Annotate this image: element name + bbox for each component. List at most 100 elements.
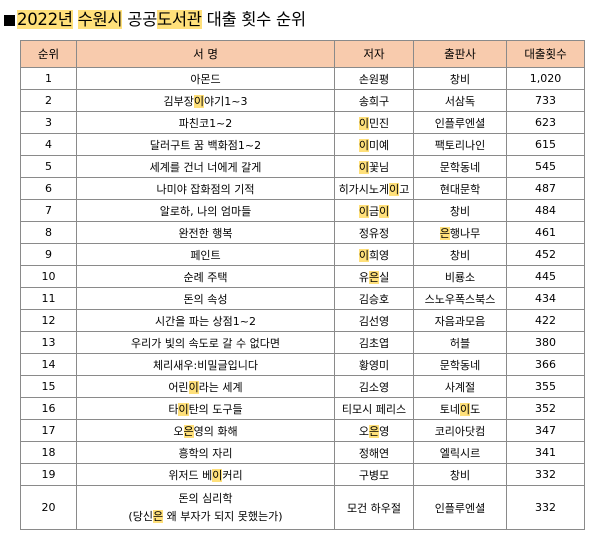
text-segment: 이 — [193, 94, 205, 108]
text-segment: 유 — [358, 270, 369, 284]
text-segment: 손원평 — [358, 72, 390, 86]
cell-rank: 15 — [20, 375, 77, 398]
header-loan-count: 대출횟수 — [506, 40, 585, 68]
cell-rank: 9 — [20, 243, 77, 266]
cell-publisher: 허블 — [413, 331, 507, 354]
text-segment: 우리가 빛의 속도로 갈 수 없다면 — [130, 336, 281, 350]
cell-loan-count: 461 — [506, 221, 585, 244]
cell-publisher: 자음과모음 — [413, 309, 507, 332]
text-segment: 행나무 — [449, 226, 481, 240]
cell-book-title: 우리가 빛의 속도로 갈 수 없다면 — [76, 331, 335, 354]
cell-book-title: 흥학의 자리 — [76, 441, 335, 464]
text-segment: 라는 세계 — [198, 380, 243, 394]
cell-loan-count: 623 — [506, 111, 585, 134]
text-segment: 달러구트 꿈 백화점1~2 — [149, 138, 262, 152]
page-title: 2022년 수원시 공공도서관 대출 횟수 순위 — [4, 7, 306, 33]
text-segment: 도 — [470, 402, 481, 416]
cell-publisher: 창비 — [413, 199, 507, 222]
text-segment: 김초엽 — [358, 336, 390, 350]
cell-author: 구병모 — [334, 463, 414, 486]
cell-loan-count: 615 — [506, 133, 585, 156]
text-segment: 인플루엔셜 — [434, 116, 486, 130]
cell-book-title: 알로하, 나의 엄마들 — [76, 199, 335, 222]
cell-author: 모건 하우절 — [334, 485, 414, 530]
cell-publisher: 창비 — [413, 463, 507, 486]
cell-rank: 1 — [20, 67, 77, 90]
cell-loan-count: 434 — [506, 287, 585, 310]
text-segment: 흥학의 자리 — [178, 446, 233, 460]
cell-author: 김승호 — [334, 287, 414, 310]
text-segment: 김소영 — [358, 380, 390, 394]
text-segment: 은 — [183, 424, 194, 438]
text-segment: 나미야 잡화점의 기적 — [156, 182, 255, 196]
cell-rank: 12 — [20, 309, 77, 332]
table-row: 2 김부장이야기1~3 송희구 서삼독 733 — [20, 89, 585, 112]
cell-publisher: 스노우폭스북스 — [413, 287, 507, 310]
text-segment: 페인트 — [190, 248, 221, 262]
text-segment: 은 — [368, 270, 380, 284]
cell-loan-count: 445 — [506, 265, 585, 288]
cell-rank: 18 — [20, 441, 77, 464]
cell-rank: 19 — [20, 463, 77, 486]
header-publisher: 출판사 — [413, 40, 507, 68]
table-row: 14 체리새우:비밀글입니다 황영미 문학동네 366 — [20, 353, 585, 376]
table-row: 3 파친코1~2 이민진 인플루엔셜 623 — [20, 111, 585, 134]
text-segment: 이 — [178, 402, 189, 416]
text-segment: 김승호 — [358, 292, 390, 306]
header-author: 저자 — [334, 40, 414, 68]
text-segment: 은 — [368, 424, 380, 438]
cell-loan-count: 487 — [506, 177, 585, 200]
cell-loan-count: 380 — [506, 331, 585, 354]
cell-author: 이미예 — [334, 133, 414, 156]
text-segment: 완전한 행복 — [178, 226, 233, 240]
cell-author: 유은실 — [334, 265, 414, 288]
cell-book-title: 아몬드 — [76, 67, 335, 90]
table-row: 7 알로하, 나의 엄마들 이금이 창비 484 — [20, 199, 585, 222]
header-rank: 순위 — [20, 40, 77, 68]
title-rest: 대출 횟수 순위 — [206, 10, 306, 29]
table-row: 12 시간을 파는 상점1~2 김선영 자음과모음 422 — [20, 309, 585, 332]
title-year: 2022년 — [17, 10, 73, 29]
text-segment: 비룡소 — [444, 270, 476, 284]
text-segment: 파친코1~2 — [178, 116, 233, 130]
cell-book-title: 돈의 심리학 (당신은 왜 부자가 되지 못했는가) — [76, 485, 335, 530]
text-segment: 구병모 — [358, 468, 390, 482]
cell-author: 이희영 — [334, 243, 414, 266]
table-row: 19 위저드 베이커리 구병모 창비 332 — [20, 463, 585, 486]
book-title-line2: (당신은 왜 부자가 되지 못했는가) — [78, 508, 334, 526]
text-segment: (당신 — [128, 509, 153, 523]
cell-publisher: 문학동네 — [413, 155, 507, 178]
text-segment: 커리 — [222, 468, 243, 482]
square-bullet-icon — [4, 15, 15, 26]
cell-author: 손원평 — [334, 67, 414, 90]
text-segment: 현대문학 — [439, 182, 481, 196]
text-segment: 스노우폭스북스 — [424, 292, 496, 306]
cell-book-title: 달러구트 꿈 백화점1~2 — [76, 133, 335, 156]
text-segment: 아몬드 — [190, 72, 221, 86]
text-segment: 꽃님 — [368, 160, 390, 174]
text-segment: 문학동네 — [439, 160, 481, 174]
table-body: 1 아몬드 손원평 창비 1,020 2 김부장이야기1~3 송희구 서삼독 733 3 파친코1~2… — [20, 67, 585, 530]
text-segment: 은 — [152, 509, 164, 523]
cell-rank: 14 — [20, 353, 77, 376]
cell-book-title: 김부장이야기1~3 — [76, 89, 335, 112]
cell-author: 이금이 — [334, 199, 414, 222]
cell-publisher: 인플루엔셜 — [413, 111, 507, 134]
cell-publisher: 은행나무 — [413, 221, 507, 244]
cell-rank: 13 — [20, 331, 77, 354]
cell-loan-count: 366 — [506, 353, 585, 376]
header-title: 서 명 — [76, 40, 335, 68]
cell-book-title: 오은영의 화해 — [76, 419, 335, 442]
book-title-line1: 돈의 심리학 — [178, 491, 233, 505]
text-segment: 이 — [212, 468, 223, 482]
cell-rank: 8 — [20, 221, 77, 244]
table-row: 11 돈의 속성 김승호 스노우폭스북스 434 — [20, 287, 585, 310]
loan-ranking-table: 순위 서 명 저자 출판사 대출횟수 1 아몬드 손원평 창비 1,020 2 김부장이야기… — [20, 40, 585, 530]
text-segment: 미예 — [368, 138, 390, 152]
text-segment: 이 — [358, 138, 369, 152]
cell-loan-count: 545 — [506, 155, 585, 178]
text-segment: 창비 — [449, 468, 471, 482]
text-segment: 이 — [389, 182, 400, 196]
title-word1-before: 공공 — [127, 10, 157, 29]
text-segment: 야기1~3 — [204, 94, 248, 108]
